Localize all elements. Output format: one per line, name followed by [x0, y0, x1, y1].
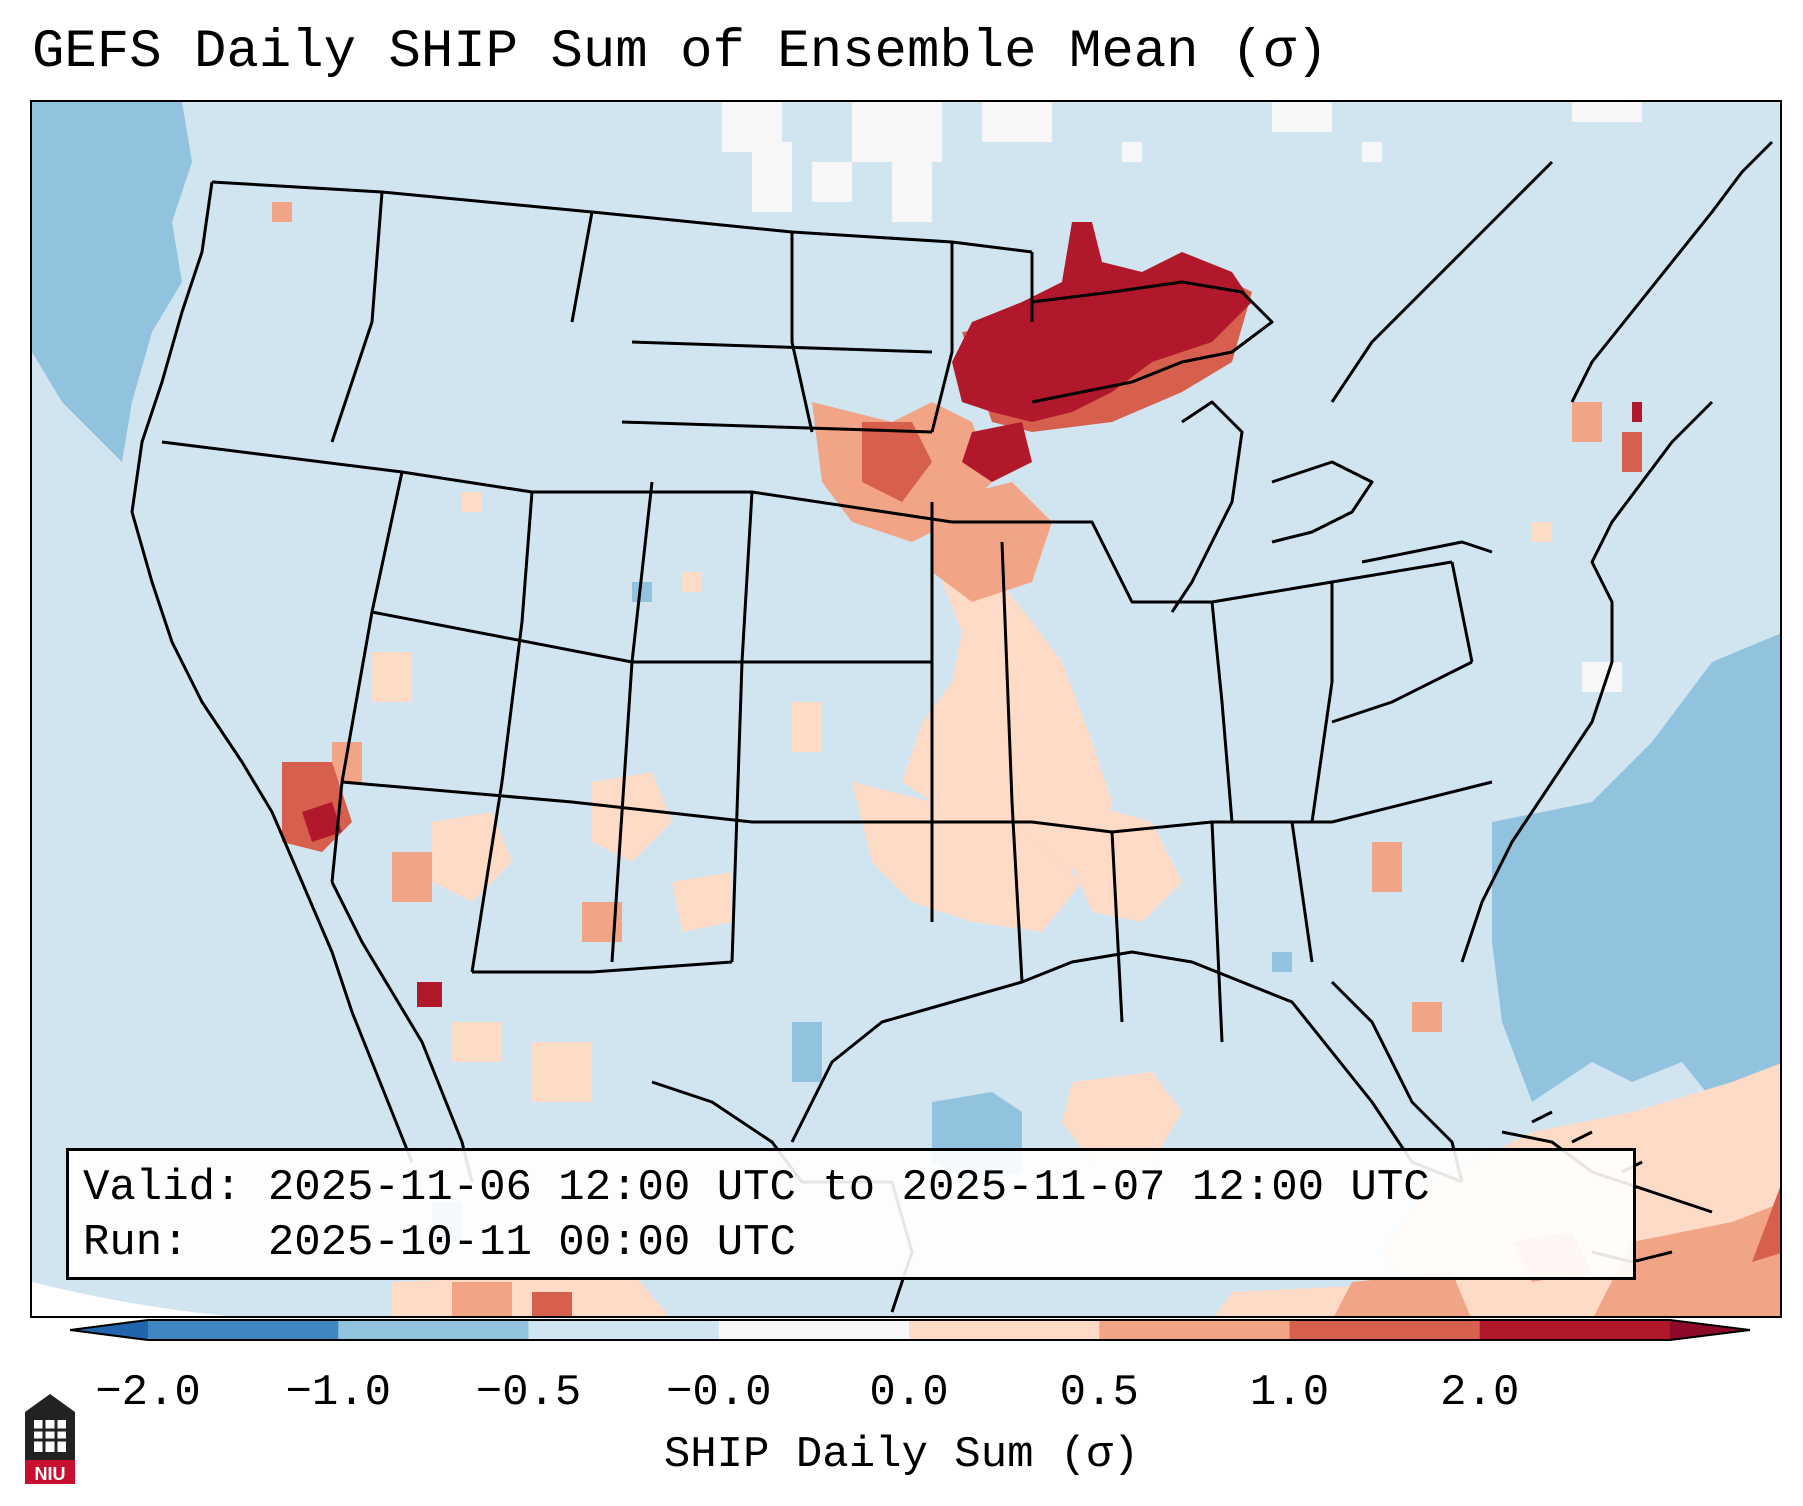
- colorbar-over-arrow: [1670, 1320, 1750, 1340]
- run-time: 2025-10-11 00:00 UTC: [267, 1218, 796, 1268]
- colorbar-segment: [718, 1320, 910, 1340]
- valid-line: Valid: 2025-11-06 12:00 UTC to 2025-11-0…: [83, 1161, 1633, 1216]
- colorbar-tick-label: −0.5: [475, 1368, 582, 1418]
- boundary-lines: [130, 140, 1774, 1313]
- colorbar-label: SHIP Daily Sum (σ): [663, 1430, 1140, 1480]
- validity-info-box: Valid: 2025-11-06 12:00 UTC to 2025-11-0…: [66, 1148, 1636, 1280]
- colorbar-tick-label: 2.0: [1440, 1368, 1520, 1418]
- colorbar-segment: [148, 1320, 339, 1340]
- colorbar-tick-label: −1.0: [285, 1368, 392, 1418]
- niu-logo: NIU: [20, 1392, 80, 1488]
- run-line: Run: 2025-10-11 00:00 UTC: [83, 1216, 1633, 1271]
- colorbar-tick-label: −2.0: [95, 1368, 201, 1418]
- colorbar-tick-label: 0.5: [1059, 1368, 1139, 1418]
- run-label: Run:: [83, 1218, 189, 1268]
- colorbar-tick-label: 1.0: [1249, 1368, 1330, 1418]
- colorbar-under-arrow: [70, 1320, 148, 1340]
- chart-title: GEFS Daily SHIP Sum of Ensemble Mean (σ): [32, 22, 1329, 83]
- colorbar-outline: [70, 1319, 1750, 1341]
- colorbar-tick-label: −0.0: [665, 1368, 772, 1418]
- extreme-positive-areas: [302, 222, 1642, 1007]
- off-domain-area: [32, 1282, 228, 1316]
- valid-label: Valid:: [83, 1163, 242, 1213]
- colorbar-segment: [909, 1320, 1100, 1340]
- colorbar-segments: [148, 1320, 1671, 1340]
- colorbar-segment: [338, 1320, 529, 1340]
- colorbar: [70, 1319, 1750, 1341]
- map-panel: [30, 100, 1782, 1318]
- valid-range: 2025-11-06 12:00 UTC to 2025-11-07 12:00…: [267, 1163, 1430, 1213]
- niu-logo-graphic: NIU: [25, 1394, 75, 1484]
- colorbar-tick-label: 0.0: [869, 1368, 949, 1418]
- neutral-patches: [722, 102, 1642, 692]
- colorbar-segment: [1479, 1320, 1671, 1340]
- niu-logo-text: NIU: [35, 1464, 66, 1484]
- map-canvas: [32, 102, 1780, 1316]
- colorbar-segment: [528, 1320, 720, 1340]
- colorbar-segment: [1099, 1320, 1290, 1340]
- map-background: [32, 102, 1780, 1316]
- colorbar-segment: [1289, 1320, 1481, 1340]
